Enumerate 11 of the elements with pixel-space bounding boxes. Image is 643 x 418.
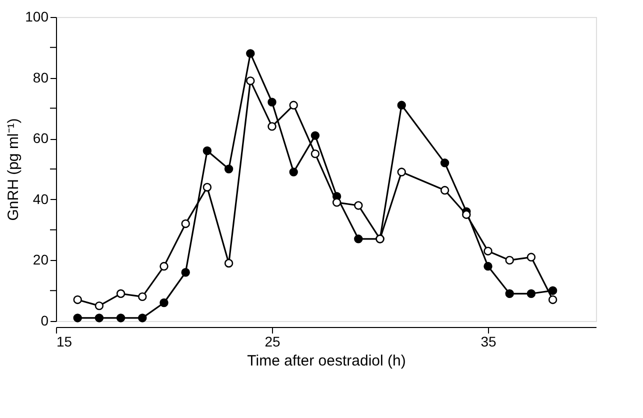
- y-axis-title: GnRH (pg ml⁻¹): [5, 118, 22, 221]
- y-tick-label: 80: [32, 69, 49, 86]
- x-tick-label: 35: [480, 334, 496, 350]
- y-tick-label: 0: [40, 312, 49, 328]
- y-tick-label: 60: [32, 130, 49, 146]
- y-tick-label: 40: [32, 190, 49, 207]
- x-tick-label: 25: [264, 334, 280, 350]
- x-axis-title: Time after oestradiol (h): [247, 352, 406, 370]
- y-tick-label: 100: [25, 8, 49, 24]
- y-tick-label: 20: [32, 252, 49, 268]
- x-tick-label: 15: [56, 334, 72, 350]
